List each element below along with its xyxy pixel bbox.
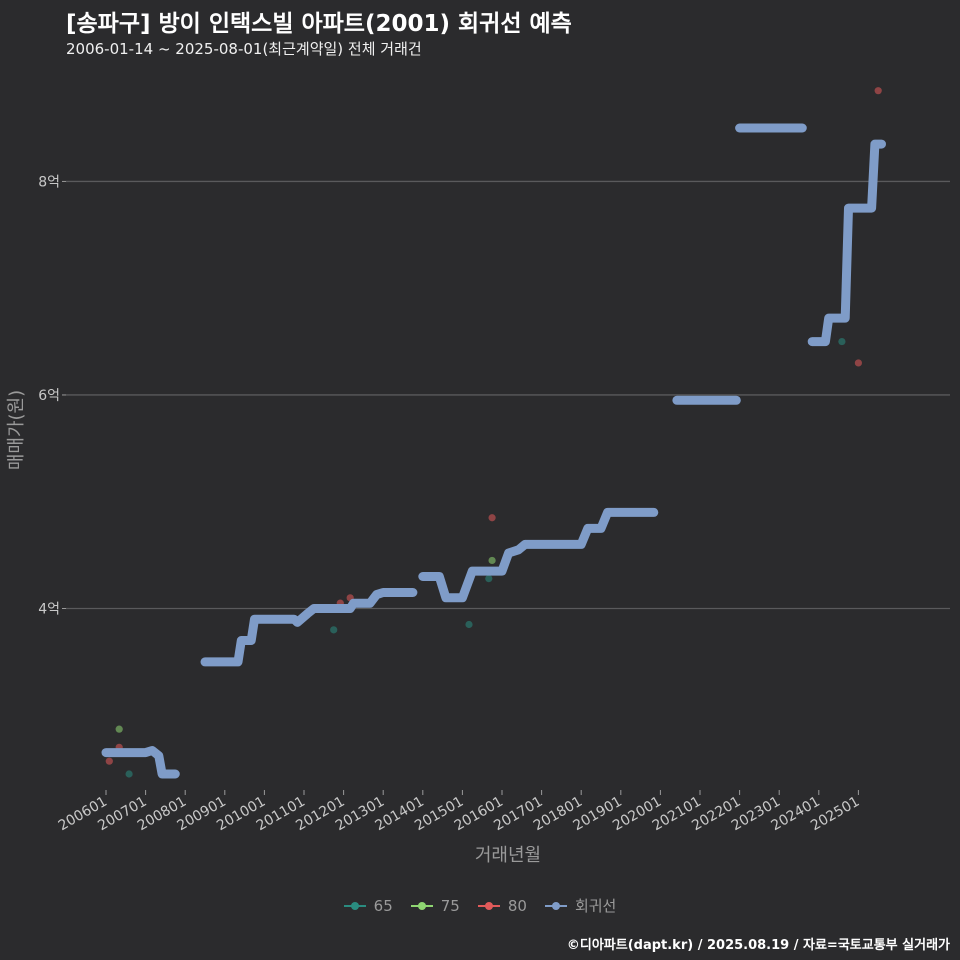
- scatter-point-80: [488, 514, 496, 522]
- regression-segment: [101, 746, 180, 779]
- legend-item-regression[interactable]: 회귀선: [544, 895, 617, 916]
- scatter-point-65: [330, 626, 338, 634]
- scatter-point-65: [465, 620, 473, 629]
- scatter-point-75: [115, 725, 123, 733]
- legend-label-75: 75: [440, 896, 460, 915]
- legend-item-65[interactable]: 65: [343, 896, 393, 915]
- scatter-point-65: [838, 337, 846, 346]
- scatter-point-80: [854, 359, 863, 367]
- legend-item-75[interactable]: 75: [410, 896, 460, 915]
- source-caption: ©디아파트(dapt.kr) / 2025.08.19 / 자료=국토교통부 실…: [566, 938, 950, 953]
- legend-key-regression: [544, 900, 567, 912]
- legend-label-regression: 회귀선: [574, 897, 617, 915]
- chart-title: [송파구] 방이 인택스빌 아파트(2001) 회귀선 예측: [66, 11, 572, 37]
- y-axis: 4억 6억 8억: [38, 174, 66, 617]
- legend-key-65: [343, 900, 366, 912]
- scatter-point-65: [485, 575, 493, 583]
- y-tick-label: 4억: [38, 601, 60, 617]
- regression-segment: [807, 139, 886, 347]
- y-tick-label: 6억: [38, 388, 60, 404]
- x-axis: 2006012007012008012009012010012011012012…: [56, 790, 862, 834]
- scatter-point-65: [125, 770, 133, 778]
- scatter-point-80: [874, 87, 882, 95]
- regression-segment: [418, 507, 659, 603]
- legend: 65 75 80 회귀선: [0, 895, 960, 916]
- y-tick-label: 8억: [38, 174, 60, 190]
- y-axis-label: 매매가(원): [6, 390, 27, 470]
- scatter-point-75: [488, 556, 496, 565]
- chart-subtitle: 2006-01-14 ~ 2025-08-01(최근계약일) 전체 거래건: [66, 40, 422, 58]
- scatter-point-80: [105, 757, 113, 765]
- legend-label-65: 65: [373, 896, 393, 915]
- legend-key-75: [410, 900, 433, 912]
- regression-segment: [200, 588, 418, 667]
- scatter-points: [105, 87, 882, 778]
- legend-item-80[interactable]: 80: [477, 896, 527, 915]
- legend-key-80: [477, 900, 500, 912]
- x-axis-label: 거래년월: [475, 845, 541, 866]
- grid-lines: [66, 180, 950, 610]
- regression-line: [101, 123, 886, 779]
- legend-label-80: 80: [507, 896, 527, 915]
